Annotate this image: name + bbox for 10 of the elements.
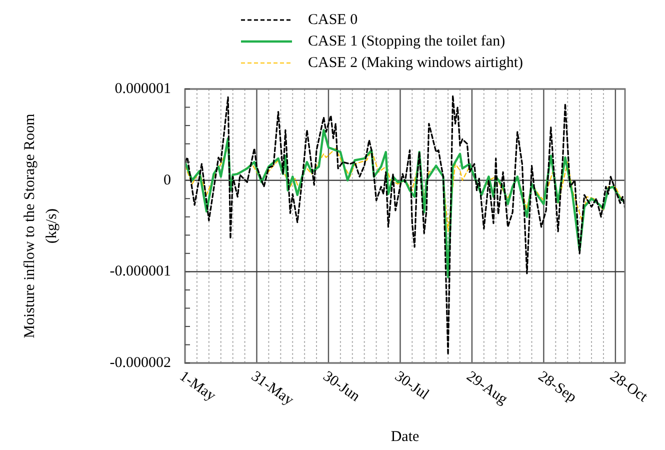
legend-label: CASE 0 — [308, 12, 358, 28]
y-tick-label: -0.000002 — [110, 354, 171, 371]
y-axis-title: Moisture inflow to the Storage Room (kg/s) — [22, 113, 60, 338]
y-tick-label: -0.000001 — [110, 264, 171, 280]
y-tick-label: 0.000001 — [114, 80, 171, 97]
x-axis-title: Date — [390, 428, 420, 445]
legend-label: CASE 1 (Stopping the toilet fan) — [308, 33, 506, 50]
y-tick-label: 0 — [164, 172, 171, 188]
line-series — [185, 94, 625, 356]
legend-label: CASE 2 (Making windows airtight) — [308, 54, 523, 71]
